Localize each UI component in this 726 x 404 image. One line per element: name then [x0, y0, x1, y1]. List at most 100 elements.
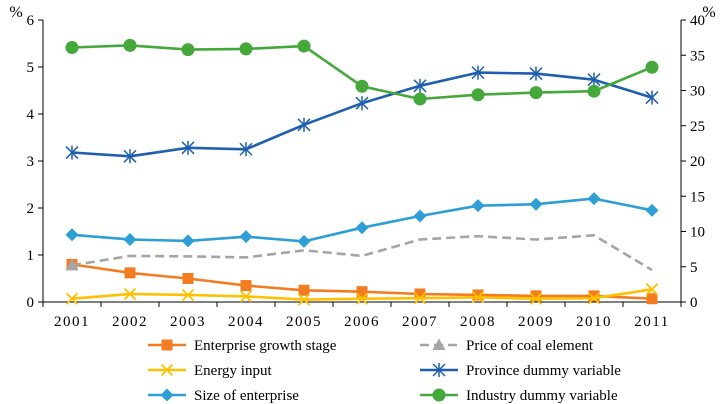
- data-point-enterprise-growth-stage: [298, 284, 310, 296]
- data-point-industry-dummy-variable: [123, 38, 137, 52]
- x-tick-label: 2010: [576, 314, 612, 330]
- data-point-enterprise-growth-stage: [182, 273, 194, 284]
- marker-stroke: [471, 291, 485, 304]
- series-industry-dummy-variable: [65, 38, 659, 106]
- legend-marker: [432, 363, 446, 377]
- data-point-industry-dummy-variable: [471, 88, 485, 102]
- data-point-province-dummy-variable: [239, 142, 253, 157]
- data-point-energy-input: [529, 292, 543, 305]
- x-tick-label: 2009: [518, 314, 554, 330]
- data-point-industry-dummy-variable: [645, 60, 659, 74]
- data-point-energy-input: [239, 290, 253, 303]
- right-tick-label: 35: [690, 48, 705, 64]
- legend-item-industry-dummy-variable: Industry dummy variable: [420, 388, 618, 404]
- series-price-of-coal-element: [65, 234, 653, 272]
- data-point-energy-input: [65, 292, 79, 305]
- data-point-province-dummy-variable: [413, 78, 427, 93]
- left-tick-label: 4: [27, 107, 35, 123]
- data-point-energy-input: [181, 288, 195, 302]
- data-point-industry-dummy-variable: [529, 86, 543, 100]
- data-point-enterprise-growth-stage: [588, 290, 600, 302]
- right-tick-label: 0: [690, 295, 698, 311]
- data-point-size-of-enterprise: [471, 199, 485, 213]
- legend-label: Energy input: [194, 363, 272, 379]
- legend-marker: [160, 363, 174, 377]
- marker-stroke: [160, 363, 174, 377]
- marker-stroke: [587, 292, 601, 305]
- left-axis-unit: %: [9, 4, 22, 21]
- right-tick-label: 30: [690, 84, 705, 100]
- x-tick-label: 2011: [634, 314, 669, 330]
- left-tick-label: 2: [27, 201, 35, 217]
- data-point-industry-dummy-variable: [181, 43, 195, 57]
- left-tick-label: 1: [27, 248, 35, 264]
- series-line-size-of-enterprise: [71, 197, 653, 243]
- data-point-province-dummy-variable: [181, 140, 195, 155]
- right-tick-label: 10: [690, 225, 705, 241]
- x-tick-label: 2005: [286, 314, 322, 330]
- data-point-enterprise-growth-stage: [356, 286, 368, 298]
- legend-label: Province dummy variable: [466, 363, 621, 379]
- data-point-energy-input: [471, 291, 485, 304]
- series-province-dummy-variable: [65, 65, 659, 164]
- legend-item-size-of-enterprise: Size of enterprise: [148, 388, 299, 404]
- left-tick-label: 6: [27, 13, 35, 29]
- data-point-industry-dummy-variable: [65, 40, 79, 54]
- series-enterprise-growth-stage: [66, 258, 658, 305]
- data-point-energy-input: [645, 283, 659, 296]
- marker-stroke: [65, 292, 79, 305]
- legend-item-province-dummy-variable: Province dummy variable: [420, 363, 621, 379]
- legend-label: Size of enterprise: [194, 388, 299, 404]
- data-point-industry-dummy-variable: [297, 39, 311, 53]
- legend-marker: [161, 339, 173, 351]
- data-point-size-of-enterprise: [239, 230, 253, 244]
- data-point-province-dummy-variable: [65, 145, 79, 160]
- data-point-energy-input: [413, 292, 427, 305]
- data-point-energy-input: [355, 292, 369, 305]
- legend-label: Enterprise growth stage: [194, 338, 337, 354]
- data-point-size-of-enterprise: [645, 203, 659, 217]
- x-tick-label: 2004: [228, 314, 264, 330]
- right-tick-label: 25: [690, 119, 705, 135]
- data-point-size-of-enterprise: [355, 221, 369, 235]
- data-point-energy-input: [123, 287, 137, 301]
- data-point-size-of-enterprise: [65, 228, 79, 242]
- data-point-province-dummy-variable: [471, 65, 485, 80]
- marker-stroke: [529, 292, 543, 305]
- right-axis-unit: %: [702, 4, 715, 21]
- data-point-industry-dummy-variable: [355, 79, 369, 93]
- data-point-price-of-coal-element: [65, 258, 79, 271]
- legend-item-energy-input: Energy input: [148, 363, 272, 379]
- data-point-industry-dummy-variable: [413, 92, 427, 106]
- data-point-size-of-enterprise: [587, 192, 601, 206]
- marker-stroke: [181, 288, 195, 302]
- data-point-province-dummy-variable: [355, 96, 369, 111]
- legend-label: Price of coal element: [466, 338, 594, 354]
- data-point-province-dummy-variable: [123, 149, 137, 164]
- data-point-province-dummy-variable: [645, 90, 659, 105]
- x-tick-label: 2006: [344, 314, 380, 330]
- data-point-industry-dummy-variable: [587, 84, 601, 98]
- data-point-size-of-enterprise: [413, 209, 427, 223]
- x-tick-label: 2003: [170, 314, 206, 330]
- right-tick-label: 40: [690, 13, 705, 29]
- legend-marker: [432, 338, 446, 350]
- left-tick-label: 5: [27, 60, 35, 76]
- legend-item-price-of-coal-element: Price of coal element: [420, 338, 594, 354]
- right-tick-label: 15: [690, 189, 705, 205]
- marker-stroke: [355, 292, 369, 305]
- marker-stroke: [413, 292, 427, 305]
- data-point-size-of-enterprise: [181, 234, 195, 248]
- legend: Enterprise growth stage Price of coal ele…: [148, 338, 621, 404]
- chart-axes: 0 1 2 3 4 5 6 0 5 10 15 20 25 30 35 40% % 2001 2002 2003 200…: [9, 4, 715, 330]
- data-point-province-dummy-variable: [529, 66, 543, 81]
- data-point-industry-dummy-variable: [239, 42, 253, 56]
- data-point-enterprise-growth-stage: [414, 288, 426, 300]
- legend-marker: [160, 388, 174, 402]
- data-point-size-of-enterprise: [123, 232, 137, 246]
- data-point-enterprise-growth-stage: [472, 289, 484, 301]
- data-point-province-dummy-variable: [587, 72, 601, 87]
- x-tick-label: 2007: [402, 314, 438, 330]
- data-point-size-of-enterprise: [529, 197, 543, 211]
